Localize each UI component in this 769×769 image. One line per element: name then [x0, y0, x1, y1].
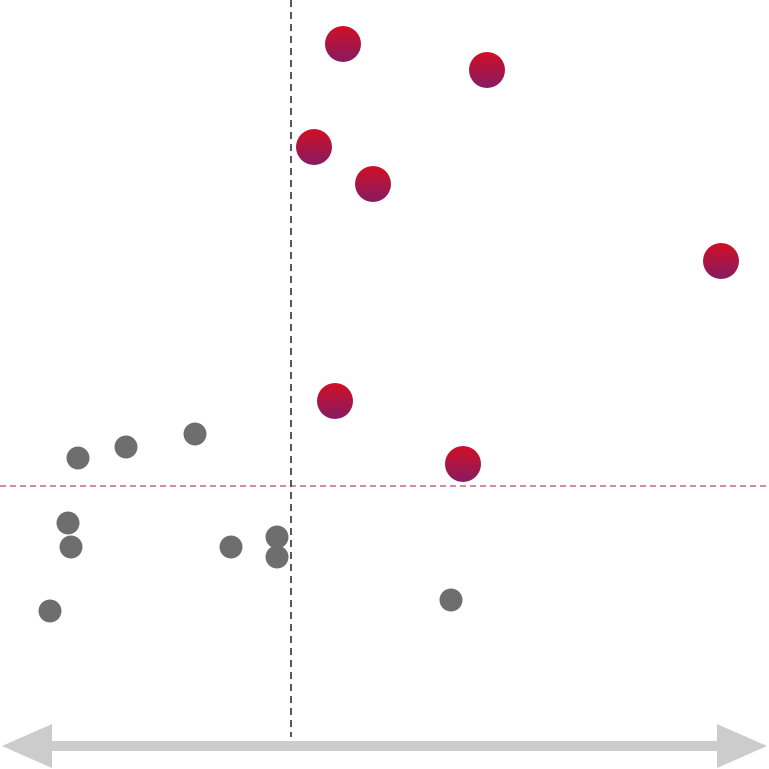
- point: [439, 588, 463, 612]
- point: [355, 166, 391, 202]
- point: [296, 129, 332, 165]
- axis-arrow-head-left: [2, 724, 52, 768]
- point: [265, 525, 289, 549]
- point: [265, 545, 289, 569]
- point: [38, 599, 62, 623]
- point: [445, 446, 481, 482]
- point: [114, 435, 138, 459]
- point: [469, 52, 505, 88]
- point: [317, 383, 353, 419]
- axis-arrow-head-right: [717, 724, 767, 768]
- point: [56, 511, 80, 535]
- point: [59, 535, 83, 559]
- point: [325, 26, 361, 62]
- point: [703, 243, 739, 279]
- point: [66, 446, 90, 470]
- point: [219, 535, 243, 559]
- point: [183, 422, 207, 446]
